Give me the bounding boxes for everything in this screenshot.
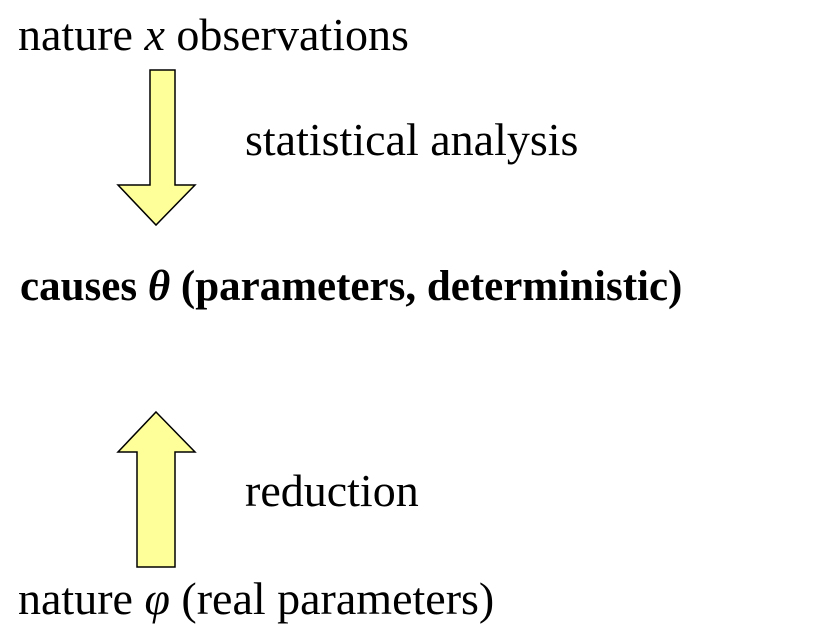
variable: x — [143, 9, 165, 60]
arrow-label: statistical analysis — [245, 114, 578, 165]
arrow-down — [116, 69, 197, 227]
word: (real parameters) — [181, 573, 494, 624]
top-line: nature x observations — [18, 9, 409, 60]
word: observations — [176, 9, 409, 60]
variable: φ — [144, 573, 169, 624]
bottom-line: nature φ (real parameters) — [18, 573, 494, 624]
word: (parameters, deterministic) — [181, 263, 682, 310]
arrow-label: reduction — [245, 465, 419, 516]
middle-line: causes θ (parameters, deterministic) — [20, 263, 682, 310]
arrow-up — [116, 410, 197, 568]
variable: θ — [148, 263, 170, 310]
word: nature — [18, 9, 133, 60]
word: nature — [18, 573, 133, 624]
word: causes — [20, 263, 137, 310]
